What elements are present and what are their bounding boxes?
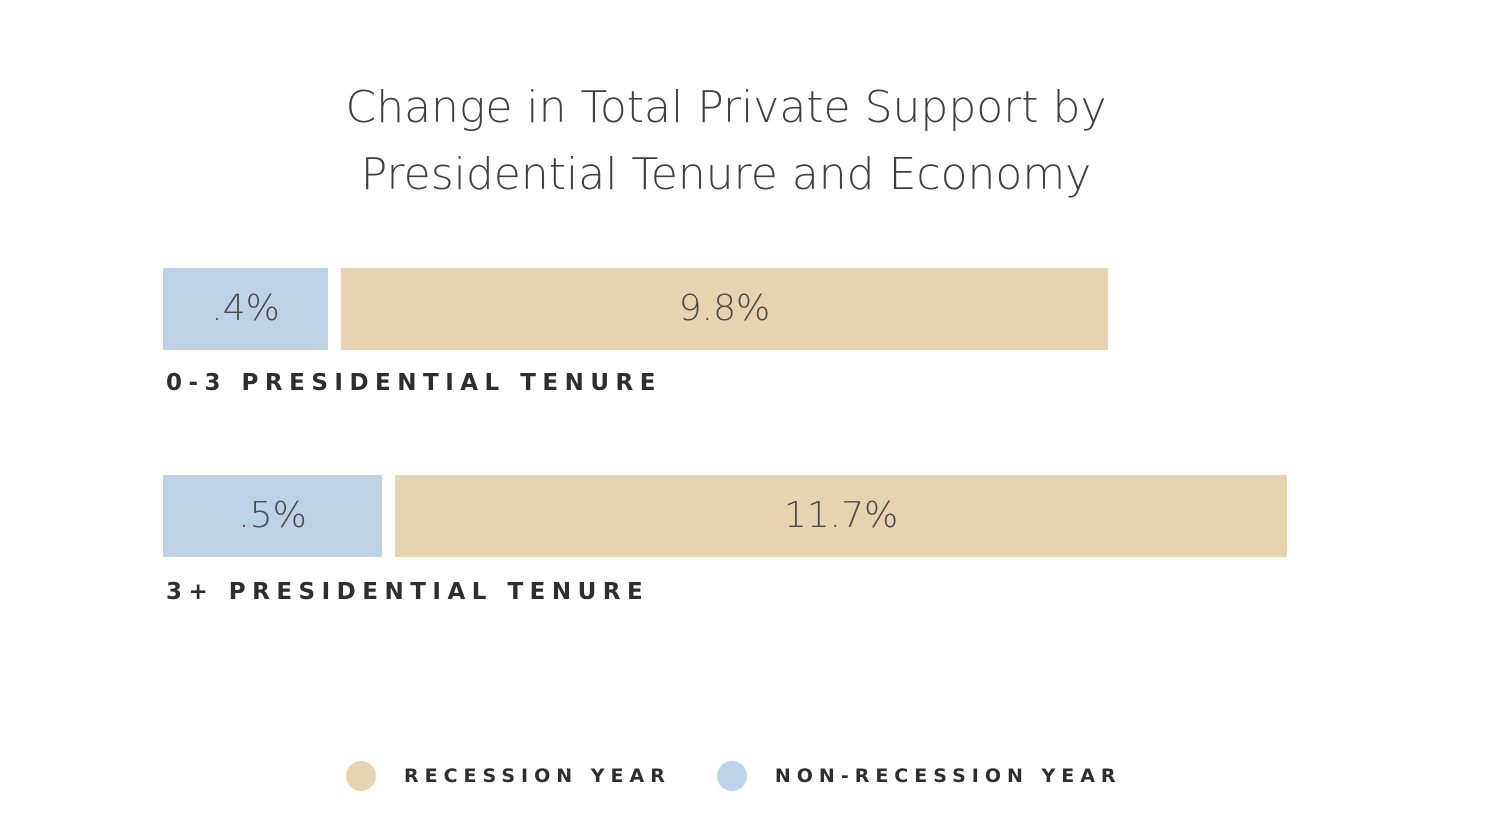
legend-label-recession: RECESSION YEAR — [404, 765, 671, 787]
chart-title: Change in Total Private Support by Presi… — [0, 74, 1452, 208]
category-label-1: 3+ PRESIDENTIAL TENURE — [166, 579, 650, 605]
chart-title-line-1: Change in Total Private Support by — [345, 82, 1107, 133]
bar-non-recession-0 — [163, 268, 328, 350]
bar-label-non-recession-1: .5% — [238, 495, 307, 536]
legend-item-recession: RECESSION YEAR — [346, 761, 671, 791]
legend-swatch-non-recession — [716, 761, 747, 791]
bar-recession-1 — [395, 475, 1287, 557]
category-label-0: 0-3 PRESIDENTIAL TENURE — [166, 370, 662, 396]
chart-title-line-2: Presidential Tenure and Economy — [360, 149, 1092, 200]
bar-non-recession-1 — [163, 475, 382, 557]
legend-swatch-recession — [346, 761, 376, 791]
bar-label-recession-1: 11.7% — [783, 495, 899, 536]
legend-label-non-recession: NON-RECESSION YEAR — [774, 765, 1122, 787]
bar-recession-0 — [341, 268, 1108, 350]
bar-label-non-recession-0: .4% — [211, 288, 280, 329]
bar-label-recession-0: 9.8% — [678, 288, 771, 329]
legend-item-non-recession: NON-RECESSION YEAR — [716, 761, 1122, 791]
legend: RECESSION YEAR NON-RECESSION YEAR — [346, 760, 1168, 792]
